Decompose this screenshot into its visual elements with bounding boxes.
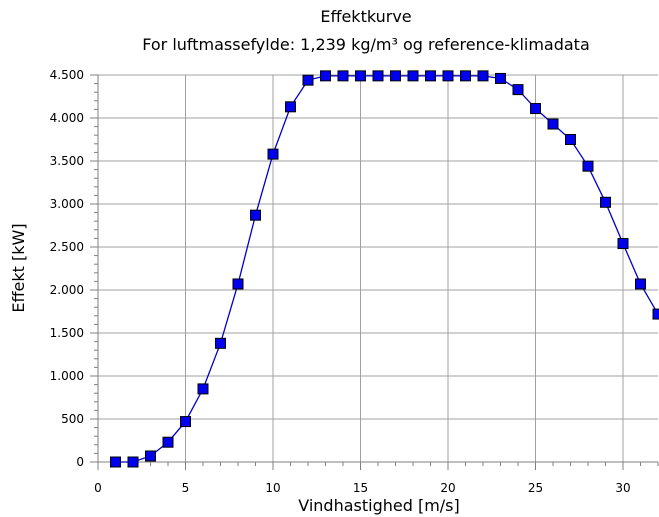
data-point xyxy=(565,134,576,145)
y-tick-label: 1.000 xyxy=(50,369,84,383)
data-point xyxy=(215,337,226,349)
y-tick-label: 3.000 xyxy=(50,197,84,211)
data-point xyxy=(127,456,139,468)
data-point xyxy=(267,148,279,160)
x-axis-label: Vindhastighed [m/s] xyxy=(298,496,460,515)
data-point xyxy=(442,70,454,82)
data-point xyxy=(162,436,174,448)
chart-subtitle: For luftmassefylde: 1,239 kg/m³ og refer… xyxy=(142,35,590,54)
chart-title: Effektkurve xyxy=(320,7,411,26)
data-point xyxy=(547,118,559,130)
y-tick-label: 2.000 xyxy=(50,283,84,297)
x-tick-label: 30 xyxy=(615,481,630,495)
axes xyxy=(90,74,659,470)
data-point xyxy=(600,196,611,208)
data-point xyxy=(495,72,506,84)
data-point xyxy=(512,84,524,96)
data-point xyxy=(530,103,541,115)
data-point xyxy=(460,70,471,82)
x-tick-label: 10 xyxy=(265,481,280,495)
data-point xyxy=(635,278,646,290)
x-tick-label: 15 xyxy=(353,481,368,495)
grid-lines xyxy=(98,74,658,462)
y-tick-label: 500 xyxy=(61,412,84,426)
data-point xyxy=(197,383,209,395)
data-point xyxy=(407,70,419,82)
data-point xyxy=(652,308,659,320)
data-point xyxy=(372,70,384,82)
data-point xyxy=(250,209,261,221)
x-tick-label: 5 xyxy=(182,481,190,495)
y-tick-label: 4.000 xyxy=(50,111,84,125)
data-point xyxy=(477,70,489,82)
data-point xyxy=(320,70,331,82)
y-tick-label: 4.500 xyxy=(50,68,84,82)
y-tick-label: 1.500 xyxy=(50,326,84,340)
data-point xyxy=(145,450,156,462)
data-point xyxy=(355,70,366,82)
data-point xyxy=(582,160,594,172)
series-line xyxy=(115,75,659,463)
data-point xyxy=(110,456,121,468)
data-point xyxy=(232,278,244,290)
data-point xyxy=(302,74,314,86)
data-point xyxy=(425,70,436,82)
x-tick-label: 20 xyxy=(440,481,455,495)
x-tick-label: 0 xyxy=(94,481,102,495)
x-tick-label: 25 xyxy=(528,481,543,495)
y-tick-label: 0 xyxy=(76,455,84,469)
tick-labels: 0 5 10 15 20 25 30 0 500 1.000 1.500 2.000 2.500 3.00… xyxy=(50,68,631,495)
data-point xyxy=(285,101,296,113)
data-point xyxy=(390,70,401,82)
series-power xyxy=(110,70,659,468)
y-axis-label: Effekt [kW] xyxy=(9,223,28,312)
data-point xyxy=(617,238,629,250)
data-point xyxy=(180,416,191,428)
y-tick-label: 2.500 xyxy=(50,240,84,254)
y-tick-label: 3.500 xyxy=(50,154,84,168)
data-point xyxy=(337,70,349,82)
